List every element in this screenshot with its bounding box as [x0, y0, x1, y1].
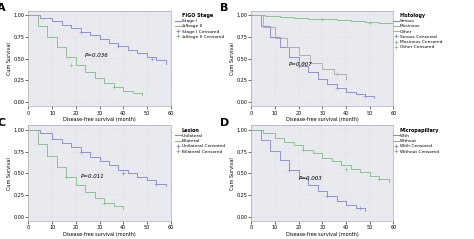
- Y-axis label: Cum Survival: Cum Survival: [7, 42, 12, 75]
- X-axis label: Disease-free survival (month): Disease-free survival (month): [286, 232, 359, 237]
- X-axis label: Disease-free survival (month): Disease-free survival (month): [63, 232, 136, 237]
- Legend: Histology, Serous, Mucinous, Other, Serous Censored, Mucinous Censored, Other Ce: Histology, Serous, Mucinous, Other, Sero…: [393, 13, 442, 49]
- Text: P=0.007: P=0.007: [289, 61, 313, 66]
- Y-axis label: Cum Survival: Cum Survival: [230, 42, 235, 75]
- X-axis label: Disease-free survival (month): Disease-free survival (month): [63, 117, 136, 122]
- Text: P=0.011: P=0.011: [81, 174, 104, 179]
- Text: D: D: [220, 118, 229, 128]
- X-axis label: Disease-free survival (month): Disease-free survival (month): [286, 117, 359, 122]
- Y-axis label: Cum Survival: Cum Survival: [230, 157, 235, 190]
- Text: P=0.003: P=0.003: [299, 176, 322, 181]
- Legend: Micropapillary, With, Without, With Censored, Without Censored: Micropapillary, With, Without, With Cens…: [393, 128, 439, 154]
- Y-axis label: Cum Survival: Cum Survival: [7, 157, 12, 190]
- Legend: Lesion, Unilateral, Bilateral, Unilateral Censored, Bilateral Censored: Lesion, Unilateral, Bilateral, Unilatera…: [175, 128, 225, 154]
- Text: B: B: [220, 3, 228, 13]
- Text: P=0.036: P=0.036: [85, 53, 109, 58]
- Legend: FIGO Stage, Stage I, ≥Stage II, Stage I Censored, ≥Stage II Censored: FIGO Stage, Stage I, ≥Stage II, Stage I …: [175, 13, 224, 39]
- Text: C: C: [0, 118, 5, 128]
- Text: A: A: [0, 3, 6, 13]
